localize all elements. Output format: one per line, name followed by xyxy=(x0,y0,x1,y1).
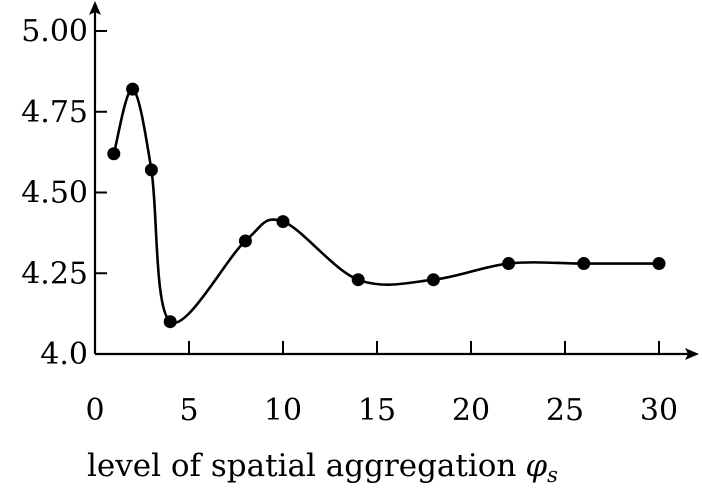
data-point xyxy=(577,257,591,271)
data-point xyxy=(502,257,516,271)
y-tick-label: 4.50 xyxy=(21,176,88,211)
x-tick-label: 10 xyxy=(264,393,302,428)
x-axis-title: level of spatial aggregation φs xyxy=(87,448,558,487)
data-point xyxy=(144,163,158,177)
x-tick-label: 20 xyxy=(452,393,490,428)
data-point xyxy=(426,273,440,287)
y-tick-label: 4.0 xyxy=(40,337,88,372)
y-tick-label: 4.25 xyxy=(21,256,88,291)
x-tick-label: 15 xyxy=(358,393,396,428)
data-point xyxy=(276,215,290,229)
data-point xyxy=(163,315,177,329)
y-ticks: 4.0 4.25 4.50 4.75 5.00 xyxy=(21,14,107,372)
x-axis-title-symbol: φ xyxy=(525,448,547,484)
series-line xyxy=(112,87,659,325)
y-tick-label: 5.00 xyxy=(21,14,88,49)
x-axis-arrow xyxy=(685,348,699,360)
x-tick-label: 30 xyxy=(640,393,678,428)
data-point xyxy=(351,273,365,287)
data-point xyxy=(652,257,666,271)
data-point xyxy=(126,82,140,96)
x-tick-label: 0 xyxy=(85,393,104,428)
x-tick-label: 25 xyxy=(546,393,584,428)
data-points xyxy=(107,82,666,329)
x-axis-title-text: level of spatial aggregation xyxy=(87,448,516,484)
data-point xyxy=(238,234,252,248)
x-tick-label: 5 xyxy=(179,393,198,428)
y-axis xyxy=(89,1,101,354)
x-axis xyxy=(95,348,699,360)
y-tick-label: 4.75 xyxy=(21,95,88,130)
x-ticks: 0 5 10 15 20 25 30 xyxy=(85,341,678,428)
y-axis-arrow xyxy=(89,1,101,15)
x-axis-title-subscript: s xyxy=(547,463,558,487)
data-point xyxy=(107,147,121,161)
